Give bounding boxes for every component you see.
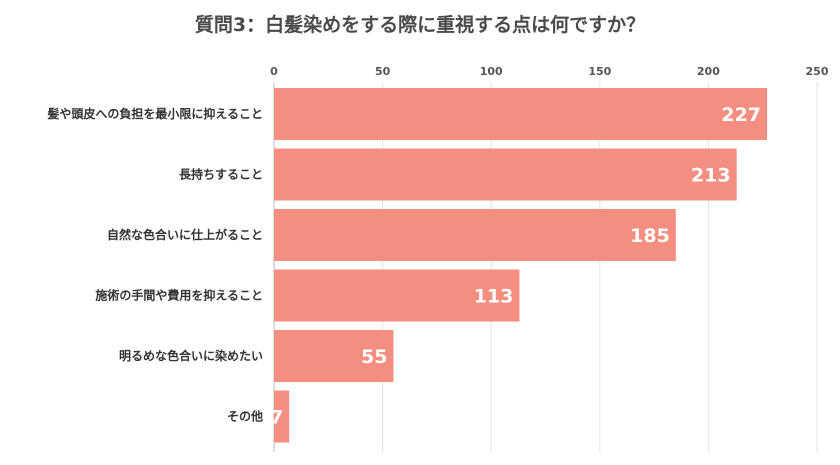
category-label: その他: [227, 409, 263, 424]
category-label: 自然な色合いに仕上がること: [107, 227, 263, 242]
bar: [274, 269, 520, 322]
data-label: 55: [361, 346, 387, 368]
category-label: 明るめな色合いに染めたい: [119, 348, 263, 363]
data-label: 213: [691, 165, 731, 187]
x-tick-label: 250: [806, 65, 829, 78]
bar: [274, 88, 768, 140]
chart-title: 質問3：白髪染めをする際に重視する点は何ですか？: [194, 14, 646, 36]
x-tick-label: 200: [697, 65, 720, 78]
bars: [274, 88, 768, 443]
data-label: 227: [721, 104, 761, 126]
category-labels: 髪や頭皮への負担を最小限に抑えること長持ちすること自然な色合いに仕上がること施術…: [46, 106, 263, 424]
bar: [274, 390, 290, 443]
category-label: 長持ちすること: [179, 167, 263, 182]
gridlines: [273, 82, 818, 452]
category-label: 髪や頭皮への負担を最小限に抑えること: [46, 106, 263, 121]
data-label: 7: [270, 407, 283, 429]
bar: [274, 330, 394, 382]
x-tick-label: 50: [375, 65, 391, 78]
x-tick-label: 0: [270, 65, 278, 78]
bar: [274, 209, 676, 261]
bar: [274, 148, 737, 201]
x-tick-label: 100: [480, 65, 503, 78]
x-tick-label: 150: [588, 65, 611, 78]
category-label: 施術の手間や費用を抑えること: [95, 288, 263, 303]
data-label: 113: [474, 286, 514, 308]
data-label: 185: [630, 225, 670, 247]
x-axis-ticks: 0 50 100 150 200 250: [270, 65, 829, 78]
data-labels: 227 213 185 113 55 7: [270, 104, 761, 429]
